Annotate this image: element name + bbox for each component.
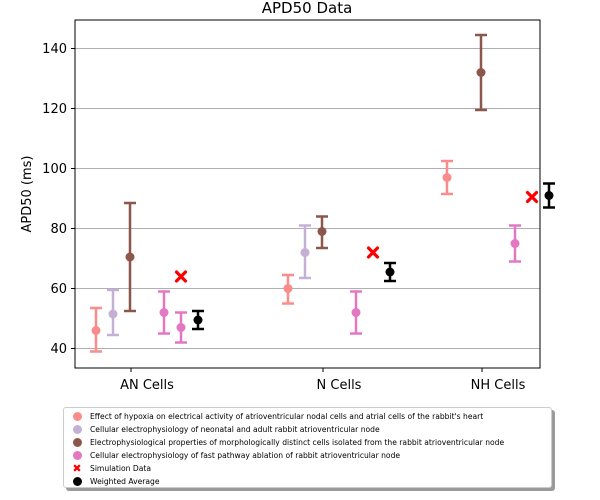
legend-marker-icon bbox=[64, 451, 90, 460]
chart-title: APD50 Data bbox=[262, 0, 353, 17]
legend-label: Cellular electrophysiology of neonatal a… bbox=[90, 425, 380, 434]
data-point bbox=[442, 173, 452, 182]
x-tick-label: N Cells bbox=[317, 378, 362, 393]
data-point bbox=[351, 308, 361, 317]
data-point bbox=[125, 252, 135, 262]
data-point bbox=[510, 239, 520, 248]
data-point bbox=[176, 323, 186, 332]
y-tick-label: 80 bbox=[50, 222, 67, 237]
gridlines bbox=[75, 48, 540, 349]
data-point bbox=[385, 267, 395, 277]
data-point bbox=[193, 315, 203, 325]
y-tick-label: 40 bbox=[50, 342, 67, 357]
legend-item: ✖ Simulation Data bbox=[64, 462, 151, 475]
data-point bbox=[283, 284, 293, 293]
legend-marker-icon bbox=[64, 438, 90, 447]
legend-label: Electrophysiological properties of morph… bbox=[90, 438, 505, 447]
legend-item: Electrophysiological properties of morph… bbox=[64, 436, 504, 449]
legend-marker-icon: ✖ bbox=[72, 462, 82, 475]
legend-item: Weighted Average bbox=[64, 475, 160, 488]
y-tick-label: 120 bbox=[42, 102, 67, 117]
simulation-marker bbox=[174, 270, 188, 283]
data-point bbox=[108, 309, 118, 319]
data-markers bbox=[91, 68, 554, 335]
y-axis-label: APD50 (ms) bbox=[20, 156, 35, 233]
legend-marker-icon bbox=[64, 425, 90, 434]
data-point bbox=[476, 68, 486, 77]
y-tick-label: 60 bbox=[50, 282, 67, 297]
legend-label: Weighted Average bbox=[90, 477, 160, 486]
y-tick-label: 100 bbox=[42, 162, 67, 177]
legend-marker-icon bbox=[64, 477, 90, 486]
data-point bbox=[317, 227, 327, 236]
data-point bbox=[91, 326, 101, 335]
plot-frame bbox=[74, 19, 541, 369]
x-tick-label: AN Cells bbox=[120, 378, 174, 393]
legend-label: Cellular electrophysiology of fast pathw… bbox=[90, 451, 401, 460]
legend-marker-icon bbox=[64, 412, 90, 421]
x-axis-ticks: AN Cells N Cells NH Cells bbox=[120, 368, 526, 393]
legend: Effect of hypoxia on electrical activity… bbox=[63, 407, 552, 488]
y-axis-ticks: 40 60 80 100 120 140 bbox=[42, 42, 75, 357]
error-bars bbox=[90, 33, 555, 353]
data-point bbox=[159, 308, 169, 317]
legend-item: Cellular electrophysiology of neonatal a… bbox=[64, 423, 380, 436]
simulation-marker bbox=[525, 190, 539, 204]
legend-item: Cellular electrophysiology of fast pathw… bbox=[64, 449, 400, 462]
legend-label: Simulation Data bbox=[90, 464, 151, 473]
legend-item: Effect of hypoxia on electrical activity… bbox=[64, 410, 483, 423]
legend-label: Effect of hypoxia on electrical activity… bbox=[90, 412, 484, 421]
data-point bbox=[300, 248, 310, 257]
x-tick-label: NH Cells bbox=[471, 378, 526, 393]
simulation-marker bbox=[366, 246, 380, 259]
data-point bbox=[544, 191, 554, 200]
y-tick-label: 140 bbox=[42, 42, 67, 57]
